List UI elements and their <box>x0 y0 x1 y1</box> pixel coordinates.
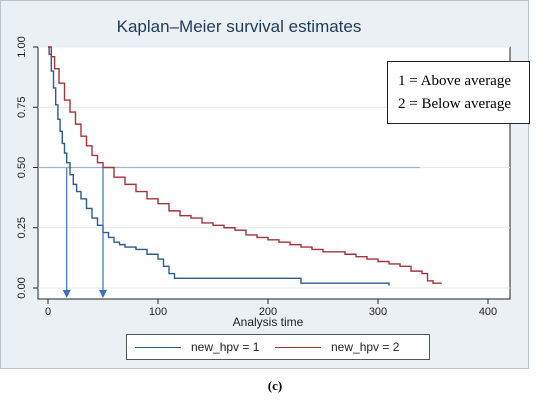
x-tick-label: 400 <box>479 306 497 318</box>
annotation-line-1: 1 = Above average <box>398 73 511 89</box>
x-axis-title: Analysis time <box>233 315 304 329</box>
y-tick-label: 0.25 <box>16 217 28 238</box>
median-arrow-icon <box>62 290 71 298</box>
x-tick-label: 0 <box>45 306 51 318</box>
km-chart: Kaplan–Meier survival estimates 0.00 0.25… <box>16 17 511 329</box>
legend-item-group-2: new_hpv = 2 <box>275 340 399 354</box>
chart-title: Kaplan–Meier survival estimates <box>117 17 362 36</box>
legend: new_hpv = 1 new_hpv = 2 <box>126 334 430 360</box>
legend-swatch-group-2 <box>275 346 321 348</box>
survival-curve-group-2 <box>48 46 442 284</box>
y-tick-label: 0.00 <box>16 277 28 298</box>
chart-frame: Kaplan–Meier survival estimates 0.00 0.25… <box>0 0 529 369</box>
survival-curve-group-1 <box>48 46 390 286</box>
group-annotation-box: 1 = Above average 2 = Below average <box>387 61 530 124</box>
legend-label-group-2: new_hpv = 2 <box>331 340 400 354</box>
median-markers <box>62 167 107 298</box>
x-tick-label: 200 <box>259 306 277 318</box>
legend-label-group-1: new_hpv = 1 <box>191 340 260 354</box>
legend-item-group-1: new_hpv = 1 <box>135 340 259 354</box>
x-tick-label: 300 <box>369 306 387 318</box>
survival-curves <box>48 46 442 286</box>
legend-swatch-group-1 <box>135 346 181 348</box>
y-tick-label: 0.50 <box>16 157 28 178</box>
axes: 0.00 0.25 0.50 0.75 1.00 0 100 200 300 400 <box>16 36 497 318</box>
figure-caption: (c) <box>267 378 283 393</box>
median-arrow-icon <box>99 290 107 298</box>
x-tick-label: 100 <box>149 306 167 318</box>
y-tick-label: 1.00 <box>16 36 28 57</box>
y-tick-label: 0.75 <box>16 97 28 118</box>
annotation-line-2: 2 = Below average <box>398 96 511 112</box>
